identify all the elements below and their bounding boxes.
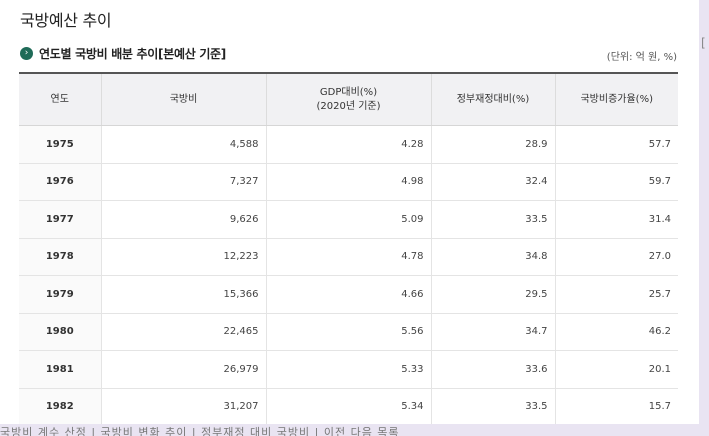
cell-gdp: 5.33: [265, 350, 431, 389]
cell-year: 1980: [19, 313, 101, 351]
cell-growth: 46.2: [554, 313, 678, 351]
cell-budget: 26,979: [100, 350, 266, 389]
table-row: 1979 15,366 4.66 29.5 25.7: [19, 275, 678, 314]
cell-gov: 33.6: [430, 350, 555, 389]
cell-year: 1977: [19, 200, 101, 239]
unit-note: (단위: 억 원, %): [606, 52, 677, 63]
cell-budget: 9,626: [100, 200, 266, 239]
cell-year: 1981: [19, 350, 101, 389]
content-panel: 국방예산 추이 › 연도별 국방비 배분 추이[본예산 기준] (단위: 억 원…: [0, 0, 699, 424]
header-year: 연도: [19, 73, 101, 126]
cell-gdp: 5.34: [265, 388, 431, 424]
header-gdp: GDP대비(%) (2020년 기준): [265, 73, 431, 126]
header-gov-ratio: 정부재정대비(%): [430, 73, 555, 126]
table-row: 1980 22,465 5.56 34.7 46.2: [19, 313, 678, 351]
page-title: 국방예산 추이: [20, 11, 112, 30]
cell-year: 1975: [19, 125, 101, 164]
table-row: 1977 9,626 5.09 33.5 31.4: [19, 200, 678, 239]
section-header: › 연도별 국방비 배분 추이[본예산 기준]: [20, 44, 226, 62]
section-title: 연도별 국방비 배분 추이[본예산 기준]: [39, 46, 226, 61]
defense-budget-table: 연도 국방비 GDP대비(%) (2020년 기준) 정부재정대비(%) 국방비…: [19, 72, 678, 424]
cell-growth: 25.7: [554, 275, 678, 314]
cell-growth: 59.7: [554, 163, 678, 201]
cell-gdp: 4.98: [265, 163, 431, 201]
cell-budget: 22,465: [100, 313, 266, 351]
table-row: 1982 31,207 5.34 33.5 15.7: [19, 388, 678, 424]
header-gdp-label: GDP대비(%): [319, 86, 378, 98]
chevron-right-icon: ›: [20, 46, 33, 60]
cell-growth: 15.7: [554, 388, 678, 424]
cell-budget: 31,207: [100, 388, 266, 424]
header-growth-rate: 국방비증가율(%): [554, 73, 678, 126]
cell-growth: 31.4: [554, 200, 678, 239]
table-row: 1975 4,588 4.28 28.9 57.7: [19, 125, 678, 164]
background-text-strip: 국방비 계수 산정 | 국방비 변화 추이 | 정부재정 대비 국방비 | 이전…: [0, 426, 400, 436]
cell-growth: 27.0: [554, 238, 678, 276]
cell-gdp: 5.09: [265, 200, 431, 239]
table-header-row: 연도 국방비 GDP대비(%) (2020년 기준) 정부재정대비(%) 국방비…: [19, 73, 678, 126]
cell-gov: 32.4: [430, 163, 555, 201]
cell-gdp: 4.78: [265, 238, 431, 276]
cell-budget: 7,327: [100, 163, 266, 201]
cell-gov: 33.5: [430, 388, 555, 424]
table-row: 1981 26,979 5.33 33.6 20.1: [19, 350, 678, 389]
cell-gov: 28.9: [430, 125, 555, 164]
cell-growth: 57.7: [554, 125, 678, 164]
cell-gov: 34.7: [430, 313, 555, 351]
cell-year: 1979: [19, 275, 101, 314]
table-row: 1976 7,327 4.98 32.4 59.7: [19, 163, 678, 201]
cell-year: 1976: [19, 163, 101, 201]
cell-gdp: 5.56: [265, 313, 431, 351]
cell-budget: 4,588: [100, 125, 266, 164]
header-budget: 국방비: [100, 73, 266, 126]
table-row: 1978 12,223 4.78 34.8 27.0: [19, 238, 678, 276]
cell-year: 1982: [19, 388, 101, 424]
header-gdp-basis: (2020년 기준): [316, 100, 381, 112]
cell-gdp: 4.66: [265, 275, 431, 314]
cell-year: 1978: [19, 238, 101, 276]
cell-gdp: 4.28: [265, 125, 431, 164]
cell-budget: 12,223: [100, 238, 266, 276]
cell-gov: 29.5: [430, 275, 555, 314]
cell-gov: 33.5: [430, 200, 555, 239]
cell-growth: 20.1: [554, 350, 678, 389]
cell-gov: 34.8: [430, 238, 555, 276]
cell-budget: 15,366: [100, 275, 266, 314]
background-fragment: [: [701, 36, 706, 50]
